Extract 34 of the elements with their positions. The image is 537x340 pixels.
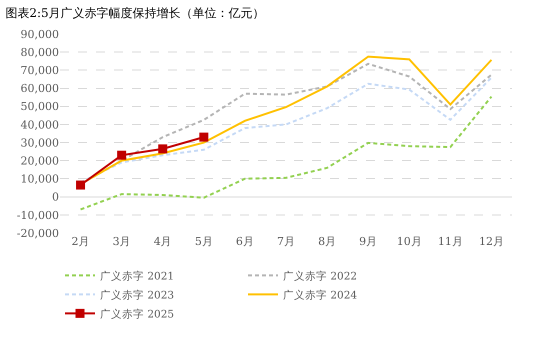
chart-title: 图表2:5月广义赤字幅度保持增长（单位：亿元） — [5, 6, 265, 20]
y-tick-label: -10,000 — [16, 208, 59, 222]
legend-label: 广义赤字 2024 — [283, 288, 358, 302]
x-tick-label: 8月 — [318, 235, 336, 248]
y-tick-label: 70,000 — [20, 64, 59, 78]
y-tick-label: 10,000 — [20, 172, 59, 186]
point — [117, 150, 126, 160]
x-tick-label: 4月 — [154, 235, 172, 248]
y-tick-label: 80,000 — [20, 46, 59, 59]
x-tick-label: 5月 — [194, 235, 213, 248]
y-tick-label: 0 — [52, 190, 59, 204]
y-tick-label: 40,000 — [20, 118, 59, 132]
x-tick-label: 11月 — [438, 235, 463, 248]
x-tick-label: 9月 — [359, 235, 378, 248]
x-tick-label: 7月 — [277, 235, 295, 248]
legend-label: 广义赤字 2021 — [100, 269, 174, 282]
point — [199, 132, 208, 142]
y-tick-label: 90,000 — [20, 28, 59, 41]
y-tick-label: -20,000 — [16, 226, 59, 240]
x-tick-label: 2月 — [72, 235, 90, 248]
x-tick-label: 3月 — [112, 235, 131, 248]
legend-label: 广义赤字 2025 — [100, 307, 174, 320]
line-series — [80, 96, 492, 210]
legend-label: 广义赤字 2023 — [100, 288, 174, 302]
y-tick-label: 20,000 — [20, 154, 59, 168]
y-tick-label: 50,000 — [20, 100, 59, 114]
point — [76, 180, 86, 190]
x-tick-label: 10月 — [396, 235, 422, 248]
point — [158, 144, 168, 154]
x-tick-label: 12月 — [478, 235, 504, 248]
y-tick-label: 30,000 — [20, 136, 59, 150]
legend-label: 广义赤字 2022 — [283, 269, 358, 282]
x-tick-label: 6月 — [236, 235, 254, 248]
y-tick-label: 60,000 — [20, 82, 59, 96]
